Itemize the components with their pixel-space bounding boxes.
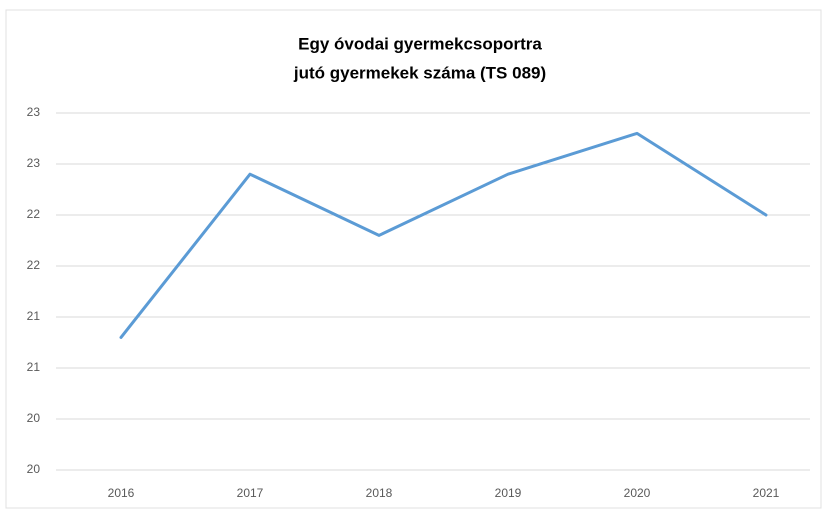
y-tick-label: 21 <box>27 309 41 323</box>
x-tick-label: 2016 <box>108 486 135 500</box>
y-tick-label: 20 <box>27 462 41 476</box>
y-tick-label: 23 <box>27 156 41 170</box>
x-tick-label: 2021 <box>753 486 780 500</box>
y-tick-label: 21 <box>27 360 41 374</box>
x-tick-label: 2020 <box>624 486 651 500</box>
chart-frame <box>5 9 822 509</box>
x-tick-label: 2017 <box>237 486 264 500</box>
y-tick-label: 23 <box>27 105 41 119</box>
x-tick-label: 2019 <box>495 486 522 500</box>
y-tick-label: 20 <box>27 411 41 425</box>
y-tick-label: 22 <box>27 258 41 272</box>
data-line <box>119 131 768 339</box>
y-tick-label: 22 <box>27 207 41 221</box>
x-tick-label: 2018 <box>366 486 393 500</box>
chart-title: jutó gyermekek száma (TS 089) <box>293 63 546 82</box>
chart-title: Egy óvodai gyermekcsoportra <box>298 34 542 53</box>
